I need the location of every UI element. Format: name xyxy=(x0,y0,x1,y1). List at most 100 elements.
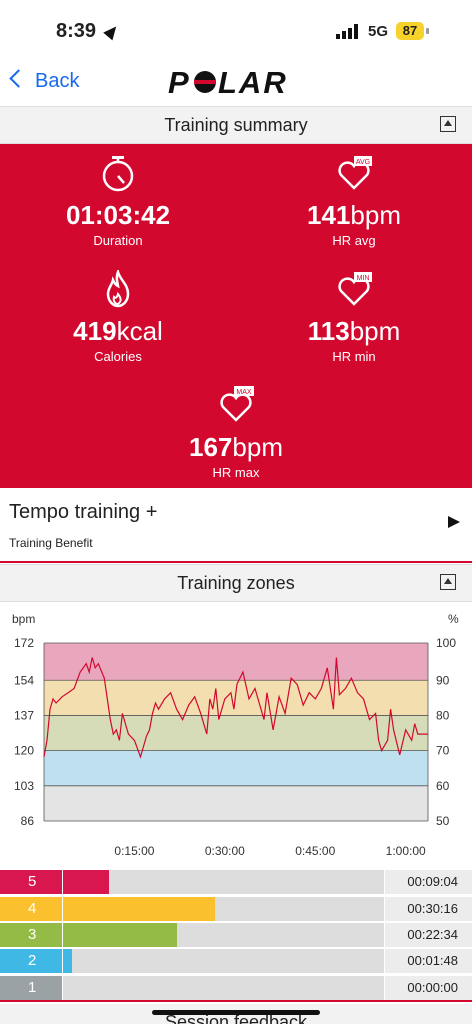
hr-series-line xyxy=(43,657,428,759)
flame-icon xyxy=(106,270,130,308)
zone-time: 00:22:34 xyxy=(385,923,472,947)
hr-max-label: HR max xyxy=(212,465,260,480)
zone-band-2 xyxy=(44,750,428,786)
hr-avg-stat: 141bpm HR avg xyxy=(236,200,472,248)
hr-chart-svg: 172 100 154 90 137 80 120 70 103 60 86 50 bpm % 0:15:0… xyxy=(12,612,459,858)
y-tick-label: 103 xyxy=(14,779,34,793)
hr-max-unit: bpm xyxy=(232,432,283,462)
hr-max-value: 167 xyxy=(189,432,233,462)
back-button[interactable]: Back xyxy=(9,69,80,93)
collapse-summary-button[interactable] xyxy=(440,116,456,132)
zone-row-1: 1 00:00:00 xyxy=(0,976,472,1000)
y2-tick-label: 70 xyxy=(436,744,450,758)
zone-number: 1 xyxy=(0,976,62,1000)
svg-text:MAX: MAX xyxy=(236,389,252,396)
zone-band-1 xyxy=(44,785,428,821)
battery-tip xyxy=(426,28,429,34)
training-zones-title: Training zones xyxy=(177,573,295,593)
network-type: 5G xyxy=(368,23,389,40)
duration-value: 01:03:42 xyxy=(65,200,171,230)
zone-number: 4 xyxy=(0,897,62,921)
hr-avg-label: HR avg xyxy=(332,233,376,248)
back-label: Back xyxy=(35,70,80,92)
svg-text:P: P xyxy=(168,65,191,100)
hr-chart: 172 100 154 90 137 80 120 70 103 60 86 50 bpm% 0:15:0… xyxy=(0,602,472,868)
zone-row-4: 4 00:30:16 xyxy=(0,897,472,921)
summary-panel: 01:03:42 Duration AVG 141bpm HR avg 419k… xyxy=(0,144,472,488)
battery-icon: 87 xyxy=(396,22,424,40)
status-bar: 8:39 5G 87 xyxy=(0,0,472,60)
zone-band-4 xyxy=(44,680,428,716)
zone-number: 2 xyxy=(0,949,62,973)
home-indicator xyxy=(152,1010,320,1015)
stopwatch-icon xyxy=(102,156,134,192)
y2-tick-label: 100 xyxy=(436,636,456,650)
hr-min-label: HR min xyxy=(332,349,376,364)
x-tick-label: 1:00:00 xyxy=(386,844,426,858)
hr-avg-value: 141 xyxy=(307,200,351,230)
x-tick-label: 0:15:00 xyxy=(114,844,154,858)
y-tick-label: 86 xyxy=(21,814,35,828)
x-tick-label: 0:30:00 xyxy=(205,844,245,858)
training-summary-header: Training summary xyxy=(0,106,472,144)
calories-unit: kcal xyxy=(116,316,163,346)
heart-max-icon: MAX xyxy=(220,386,254,422)
zone-bar-fill xyxy=(63,949,72,973)
y2-tick-label: 60 xyxy=(436,779,450,793)
zone-bar-track xyxy=(63,976,384,1000)
location-arrow-icon xyxy=(103,22,121,41)
zone-row-3: 3 00:22:34 xyxy=(0,923,472,947)
zone-number: 5 xyxy=(0,870,62,894)
svg-text:AVG: AVG xyxy=(356,159,370,166)
duration-stat: 01:03:42 Duration xyxy=(0,200,236,248)
signal-icon xyxy=(336,24,358,39)
zone-row-5: 5 00:09:04 xyxy=(0,870,472,894)
duration-label: Duration xyxy=(93,233,143,248)
section-divider-2 xyxy=(0,1000,472,1002)
zone-bar-fill xyxy=(63,897,216,921)
svg-text:LAR: LAR xyxy=(218,65,288,100)
y2-tick-label: 50 xyxy=(436,814,450,828)
hr-avg-unit: bpm xyxy=(350,200,401,230)
svg-text:MIN: MIN xyxy=(357,275,370,282)
hr-min-value: 113 xyxy=(307,316,350,346)
y2-axis-label: % xyxy=(448,612,459,626)
hr-min-stat: 113bpm HR min xyxy=(236,316,472,364)
calories-label: Calories xyxy=(94,349,142,364)
session-feedback-title: Session feedback xyxy=(164,1012,308,1024)
hr-min-unit: bpm xyxy=(349,316,401,346)
zone-number: 3 xyxy=(0,923,62,947)
calories-value: 419 xyxy=(73,316,117,346)
training-benefit-title: Tempo training + xyxy=(9,501,158,523)
x-tick-label: 0:45:00 xyxy=(295,844,335,858)
nav-bar: Back P LAR xyxy=(0,60,472,106)
training-benefit-row[interactable]: Tempo training + Training Benefit xyxy=(0,488,472,560)
training-zones-header: Training zones xyxy=(0,564,472,602)
heart-min-icon: MIN xyxy=(338,272,372,306)
polar-logo: P LAR xyxy=(168,64,308,108)
zone-bar-track xyxy=(63,870,384,894)
y-tick-label: 120 xyxy=(14,744,34,758)
zone-band-3 xyxy=(44,715,428,751)
section-divider xyxy=(0,561,472,563)
calories-stat: 419kcal Calories xyxy=(0,316,236,364)
training-benefit-subtitle: Training Benefit xyxy=(9,536,93,550)
y2-tick-label: 80 xyxy=(436,708,450,722)
zone-time: 00:30:16 xyxy=(385,897,472,921)
zone-bar-fill xyxy=(63,923,177,947)
play-arrow-icon[interactable] xyxy=(448,516,460,528)
collapse-zones-button[interactable] xyxy=(440,574,456,590)
zone-row-2: 2 00:01:48 xyxy=(0,949,472,973)
heart-avg-icon: AVG xyxy=(338,156,372,190)
zone-bar-fill xyxy=(63,870,109,894)
zone-time: 00:00:00 xyxy=(385,976,472,1000)
hr-max-stat: 167bpm HR max xyxy=(118,432,354,480)
status-time: 8:39 xyxy=(56,20,97,42)
y-tick-label: 172 xyxy=(14,636,34,650)
y-tick-label: 154 xyxy=(14,673,34,687)
zone-time: 00:01:48 xyxy=(385,949,472,973)
chevron-left-icon xyxy=(9,69,28,88)
y2-tick-label: 90 xyxy=(436,673,450,687)
training-summary-title: Training summary xyxy=(164,115,308,135)
y-tick-label: 137 xyxy=(14,708,34,722)
